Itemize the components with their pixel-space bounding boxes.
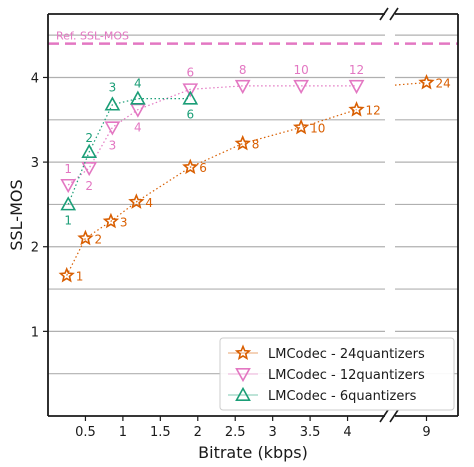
x-tick-label: 2: [194, 425, 202, 440]
x-tick-label: 3.5: [300, 425, 321, 440]
data-point: [182, 90, 199, 105]
x-tick-label: 0.5: [75, 425, 96, 440]
point-label: 1: [64, 162, 72, 176]
point-label: 8: [252, 137, 260, 151]
point-label: 6: [199, 161, 207, 175]
data-point: [348, 101, 365, 117]
reference-line-group: Ref. SSL-MOS: [48, 30, 458, 45]
x-axis-label: Bitrate (kbps): [198, 443, 308, 462]
data-point: [81, 162, 98, 177]
x-tick-label: 2.5: [225, 425, 246, 440]
point-label: 10: [293, 63, 308, 77]
x-tick-label: 4: [343, 425, 351, 440]
point-label: 2: [85, 179, 93, 193]
data-point: [234, 79, 251, 95]
axes-frame: [47, 7, 459, 423]
y-tick-label: 2: [31, 241, 39, 256]
data-point: [60, 196, 77, 211]
data-point: [130, 90, 146, 105]
data-point: [234, 134, 251, 151]
series-line: [67, 85, 357, 186]
series-line: [66, 109, 357, 276]
axis-break-mark: [379, 409, 389, 423]
x-tick-label: 1.5: [150, 425, 171, 440]
point-label: 6: [186, 108, 194, 122]
point-label: 12: [366, 104, 381, 118]
data-point: [182, 158, 199, 175]
legend: LMCodec - 24quantizers LMCodec - 12quanti…: [219, 337, 455, 411]
data-point: [104, 121, 121, 136]
x-tick-label: 1: [119, 425, 127, 440]
legend-label: LMCodec - 24quantizers: [268, 347, 425, 362]
data-point: [293, 79, 309, 95]
series-line: [394, 81, 427, 86]
data-point: [292, 118, 310, 135]
data-point: [348, 79, 365, 95]
point-label: 4: [145, 196, 153, 210]
point-label: 3: [109, 138, 117, 152]
point-label: 24: [436, 77, 451, 91]
point-label: 10: [310, 121, 325, 135]
legend-marker: [235, 367, 251, 383]
axis-break-mark: [389, 7, 399, 21]
point-label: 3: [120, 215, 128, 229]
x-tick-label: 3: [269, 425, 277, 440]
data-point: [77, 229, 94, 246]
point-label: 4: [134, 77, 142, 91]
reference-label: Ref. SSL-MOS: [56, 30, 129, 43]
data-point: [81, 143, 98, 158]
point-label: 12: [349, 63, 364, 77]
point-label: 3: [109, 81, 117, 95]
axis-break-mark: [379, 7, 389, 21]
grid-lines: [48, 34, 458, 375]
legend-entry: LMCodec - 24quantizers: [228, 344, 425, 362]
legend-entry: LMCodec - 6quantizers: [228, 386, 417, 404]
y-tick-label: 3: [31, 156, 39, 171]
legend-label: LMCodec - 6quantizers: [268, 389, 417, 404]
data-point: [128, 193, 145, 209]
data-point: [60, 178, 77, 194]
legend-marker: [234, 344, 252, 360]
point-label: 4: [134, 121, 142, 135]
legend-entry: LMCodec - 12quantizers: [228, 367, 425, 383]
data-point: [182, 83, 199, 98]
point-label: 8: [239, 63, 247, 77]
x-tick-label: 9: [422, 425, 430, 440]
axis-break-gap: [386, 13, 394, 417]
point-label: 1: [76, 270, 84, 284]
legend-box: [219, 337, 455, 411]
point-label: 2: [85, 131, 93, 145]
data-point: [58, 266, 75, 283]
point-label: 1: [64, 213, 72, 227]
y-axis-label: SSL-MOS: [7, 179, 26, 250]
legend-label: LMCodec - 12quantizers: [268, 368, 425, 383]
axis-break-mark: [389, 409, 399, 423]
legend-marker: [235, 386, 251, 402]
data-point: [102, 212, 120, 229]
data-point: [418, 73, 435, 90]
point-label: 2: [94, 232, 102, 246]
point-label: 6: [186, 65, 194, 79]
series-line: [67, 97, 191, 205]
series-3: 123 46: [60, 77, 199, 227]
y-tick-label: 1: [31, 325, 39, 340]
y-tick-label: 4: [31, 71, 39, 86]
data-point: [104, 96, 121, 111]
